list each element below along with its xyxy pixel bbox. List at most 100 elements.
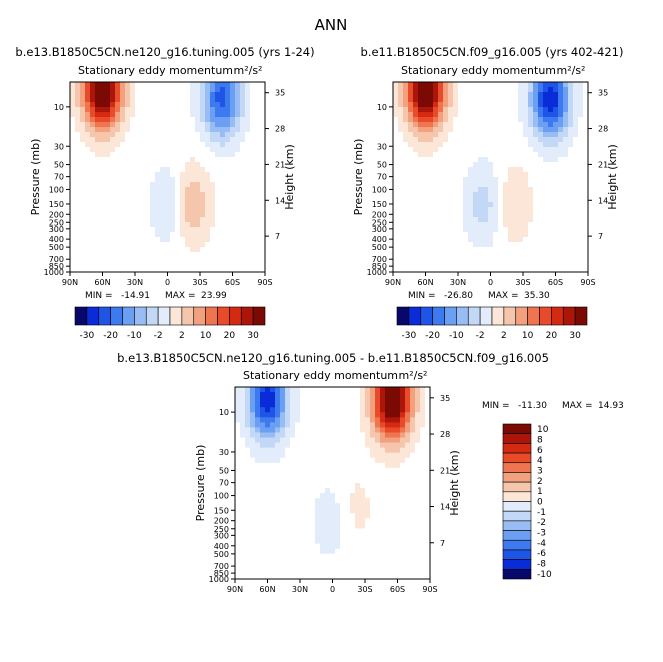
field-cell xyxy=(448,152,454,158)
field-cell xyxy=(230,137,236,143)
field-cell xyxy=(120,192,126,198)
field-cell xyxy=(533,137,539,143)
field-cell xyxy=(210,182,216,188)
field-cell xyxy=(125,117,131,123)
field-cell xyxy=(120,102,126,108)
field-cell xyxy=(165,107,171,113)
field-cell xyxy=(155,137,161,143)
field-cell xyxy=(175,167,181,173)
field-cell xyxy=(518,107,524,113)
field-cell xyxy=(295,407,301,413)
field-cell xyxy=(230,167,236,173)
field-cell xyxy=(220,152,226,158)
field-cell xyxy=(270,427,276,434)
field-cell xyxy=(538,162,544,168)
field-cell xyxy=(140,132,146,138)
field-cell xyxy=(405,488,411,494)
field-cell xyxy=(305,518,311,525)
field-cell xyxy=(390,457,396,464)
field-cell xyxy=(443,237,449,243)
field-cell xyxy=(250,107,256,113)
field-cell xyxy=(225,212,231,218)
field-cell xyxy=(335,457,341,464)
field-cell xyxy=(405,427,411,434)
field-cell xyxy=(240,157,246,163)
field-cell xyxy=(398,157,404,163)
field-cell xyxy=(498,142,504,148)
field-cell xyxy=(275,503,281,509)
field-cell xyxy=(398,142,404,148)
field-cell xyxy=(345,543,351,550)
field-cell xyxy=(448,162,454,168)
field-cell xyxy=(90,237,96,243)
field-cell xyxy=(420,553,426,560)
field-cell xyxy=(355,417,361,423)
field-cell xyxy=(553,247,559,253)
field-cell xyxy=(310,452,316,459)
field-cell xyxy=(488,182,494,188)
colorbar-box xyxy=(502,520,532,531)
field-cell xyxy=(160,172,166,178)
field-cell xyxy=(185,117,191,123)
field-cell xyxy=(410,553,416,560)
field-cell xyxy=(200,177,206,183)
field-cell xyxy=(215,192,221,198)
field-cell xyxy=(325,553,331,560)
field-cell xyxy=(410,437,416,444)
field-cell xyxy=(95,132,101,138)
field-cell xyxy=(553,157,559,163)
field-cell xyxy=(398,102,404,108)
field-cell xyxy=(573,152,579,158)
field-cell xyxy=(483,177,489,183)
field-cell xyxy=(403,212,409,218)
field-cell xyxy=(165,97,171,103)
field-cell xyxy=(260,392,266,398)
field-cell xyxy=(473,182,479,188)
field-cell xyxy=(548,252,554,258)
field-cell xyxy=(80,267,86,273)
field-cell xyxy=(583,157,589,163)
field-cell xyxy=(518,192,524,198)
field-cell xyxy=(473,197,479,203)
field-cell xyxy=(135,222,141,228)
field-cell xyxy=(415,467,421,474)
field-cell xyxy=(140,182,146,188)
field-cell xyxy=(145,187,151,193)
field-cell xyxy=(365,518,371,525)
field-cell xyxy=(95,137,101,143)
field-cell xyxy=(395,503,401,509)
field-cell xyxy=(573,92,579,98)
field-cell xyxy=(195,232,201,238)
max-value: 14.93 xyxy=(598,401,624,411)
field-cell xyxy=(563,122,569,128)
field-cell xyxy=(423,87,429,93)
field-cell xyxy=(210,232,216,238)
field-cell xyxy=(80,192,86,198)
field-cell xyxy=(165,267,171,273)
field-cell xyxy=(270,523,276,530)
field-cell xyxy=(423,237,429,243)
field-cell xyxy=(523,267,529,273)
field-cell xyxy=(80,167,86,173)
field-cell xyxy=(553,187,559,193)
field-cell xyxy=(410,523,416,530)
field-cell xyxy=(85,132,91,138)
field-cell xyxy=(185,87,191,93)
field-cell xyxy=(423,182,429,188)
field-cell xyxy=(320,563,326,570)
field-cell xyxy=(380,442,386,449)
field-cell xyxy=(425,447,431,454)
field-cell xyxy=(110,262,116,268)
field-cell xyxy=(410,573,416,580)
field-cell xyxy=(150,167,156,173)
field-cell xyxy=(438,227,444,233)
field-cell xyxy=(75,117,81,123)
field-cell xyxy=(305,508,311,514)
field-cell xyxy=(385,548,391,555)
field-cell xyxy=(415,397,421,403)
field-cell xyxy=(265,477,271,484)
field-cell xyxy=(240,417,246,423)
field-cell xyxy=(315,477,321,484)
field-cell xyxy=(478,157,484,163)
field-cell xyxy=(205,192,211,198)
